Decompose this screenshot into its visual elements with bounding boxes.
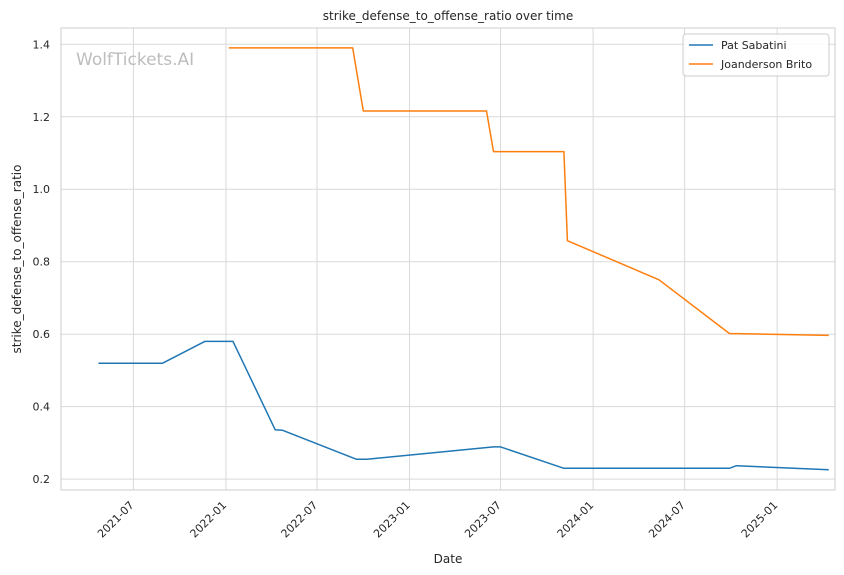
y-axis-label: strike_defense_to_offense_ratio: [10, 165, 24, 354]
legend-entry-label: Joanderson Brito: [720, 58, 812, 71]
y-tick-label: 1.2: [33, 111, 51, 124]
series-lines: [98, 47, 829, 471]
series-line-1: [98, 340, 829, 471]
y-tick-label: 0.6: [33, 328, 51, 341]
y-tick-label: 1.0: [33, 183, 51, 196]
x-axis-label: Date: [434, 552, 463, 566]
series-line-2: [228, 47, 829, 337]
y-tick-label: 0.4: [33, 401, 51, 414]
chart-title: strike_defense_to_offense_ratio over tim…: [323, 9, 573, 23]
y-tick-label: 0.2: [33, 473, 51, 486]
legend-box: [682, 33, 830, 77]
legend: Pat Sabatini Joanderson Brito: [682, 33, 830, 77]
y-tick-label: 1.4: [33, 38, 51, 51]
plot-area: [60, 27, 836, 491]
y-tick-label: 0.8: [33, 256, 51, 269]
legend-entry-label: Pat Sabatini: [721, 39, 787, 52]
y-axis: 0.2 0.4 0.6 0.8 1.0 1.2 1.4: [33, 38, 51, 486]
watermark: WolfTickets.AI: [76, 50, 194, 70]
grid: [61, 28, 835, 490]
